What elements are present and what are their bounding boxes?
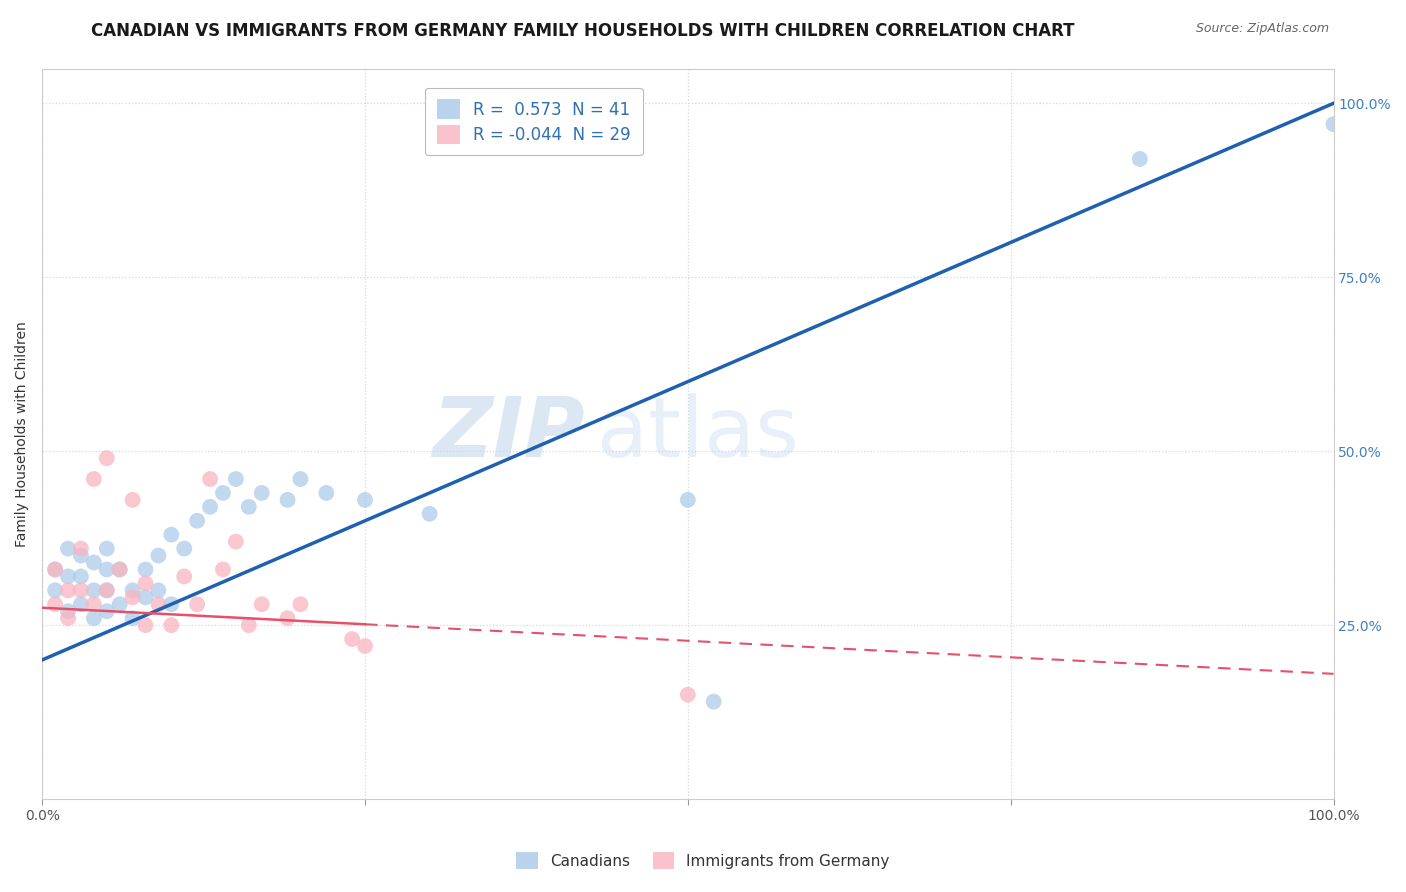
Point: [250, 486, 273, 500]
Point: [96, 604, 118, 618]
Point: [277, 492, 299, 507]
Point: [676, 688, 699, 702]
Point: [277, 611, 299, 625]
Point: [96, 583, 118, 598]
Point: [290, 472, 312, 486]
Point: [676, 492, 699, 507]
Point: [134, 591, 156, 605]
Y-axis label: Family Households with Children: Family Households with Children: [15, 321, 30, 547]
Point: [121, 611, 143, 625]
Point: [1129, 152, 1152, 166]
Point: [83, 597, 105, 611]
Point: [83, 611, 105, 625]
Point: [290, 597, 312, 611]
Point: [44, 597, 66, 611]
Point: [173, 541, 195, 556]
Point: [340, 632, 363, 646]
Legend: Canadians, Immigrants from Germany: Canadians, Immigrants from Germany: [510, 846, 896, 875]
Point: [108, 562, 131, 576]
Point: [96, 541, 118, 556]
Point: [83, 556, 105, 570]
Point: [315, 486, 337, 500]
Point: [56, 569, 79, 583]
Point: [354, 639, 377, 653]
Text: atlas: atlas: [598, 393, 799, 475]
Point: [96, 583, 118, 598]
Point: [212, 562, 235, 576]
Point: [134, 576, 156, 591]
Point: [238, 618, 260, 632]
Point: [225, 534, 247, 549]
Point: [121, 591, 143, 605]
Point: [160, 597, 183, 611]
Point: [134, 618, 156, 632]
Point: [83, 583, 105, 598]
Point: [160, 618, 183, 632]
Point: [238, 500, 260, 514]
Point: [186, 597, 208, 611]
Point: [419, 507, 441, 521]
Point: [148, 549, 170, 563]
Point: [186, 514, 208, 528]
Point: [173, 569, 195, 583]
Point: [56, 611, 79, 625]
Point: [83, 472, 105, 486]
Point: [108, 597, 131, 611]
Point: [225, 472, 247, 486]
Text: ZIP: ZIP: [432, 393, 585, 475]
Point: [70, 597, 93, 611]
Point: [96, 562, 118, 576]
Point: [1322, 117, 1344, 131]
Point: [212, 486, 235, 500]
Point: [44, 562, 66, 576]
Point: [148, 597, 170, 611]
Text: Source: ZipAtlas.com: Source: ZipAtlas.com: [1195, 22, 1329, 36]
Point: [148, 583, 170, 598]
Point: [44, 562, 66, 576]
Point: [354, 492, 377, 507]
Point: [70, 583, 93, 598]
Point: [703, 695, 725, 709]
Point: [250, 597, 273, 611]
Point: [160, 527, 183, 541]
Point: [108, 562, 131, 576]
Point: [198, 472, 221, 486]
Point: [121, 492, 143, 507]
Point: [70, 549, 93, 563]
Text: CANADIAN VS IMMIGRANTS FROM GERMANY FAMILY HOUSEHOLDS WITH CHILDREN CORRELATION : CANADIAN VS IMMIGRANTS FROM GERMANY FAMI…: [91, 22, 1076, 40]
Point: [121, 583, 143, 598]
Point: [56, 583, 79, 598]
Legend: R =  0.573  N = 41, R = -0.044  N = 29: R = 0.573 N = 41, R = -0.044 N = 29: [425, 87, 643, 155]
Point: [44, 583, 66, 598]
Point: [198, 500, 221, 514]
Point: [56, 541, 79, 556]
Point: [96, 451, 118, 466]
Point: [70, 569, 93, 583]
Point: [56, 604, 79, 618]
Point: [134, 562, 156, 576]
Point: [70, 541, 93, 556]
